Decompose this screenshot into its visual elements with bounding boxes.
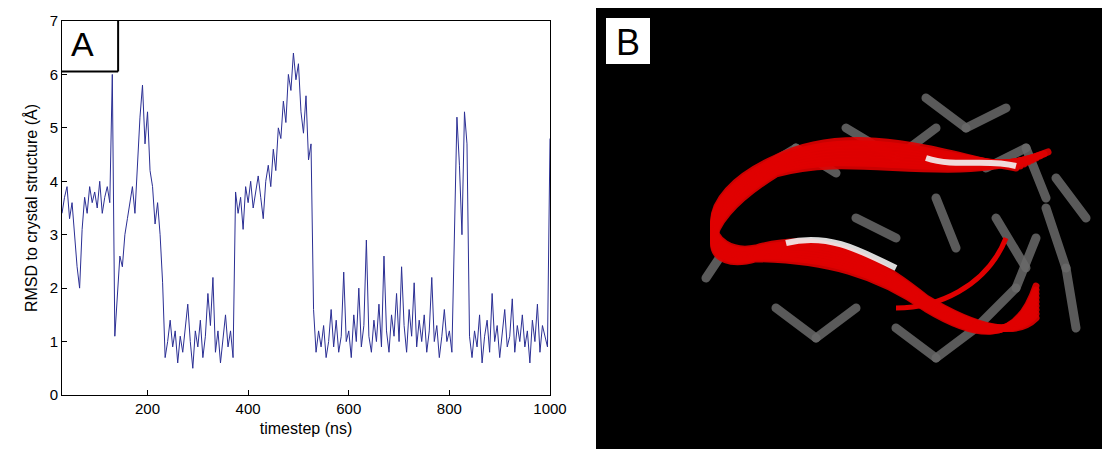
svg-text:A: A (71, 25, 94, 63)
svg-text:7: 7 (50, 12, 58, 29)
svg-text:0: 0 (50, 386, 58, 403)
svg-text:400: 400 (236, 400, 261, 417)
svg-text:1000: 1000 (533, 400, 566, 417)
svg-text:800: 800 (437, 400, 462, 417)
svg-text:RMSD to crystal structure (Å): RMSD to crystal structure (Å) (22, 104, 40, 312)
svg-text:200: 200 (135, 400, 160, 417)
svg-text:4: 4 (50, 173, 58, 190)
svg-text:1: 1 (50, 333, 58, 350)
svg-text:600: 600 (336, 400, 361, 417)
svg-text:6: 6 (50, 66, 58, 83)
svg-text:timestep (ns): timestep (ns) (260, 420, 352, 437)
svg-text:B: B (616, 22, 640, 63)
svg-text:3: 3 (50, 226, 58, 243)
svg-text:2: 2 (50, 279, 58, 296)
svg-text:5: 5 (50, 119, 58, 136)
